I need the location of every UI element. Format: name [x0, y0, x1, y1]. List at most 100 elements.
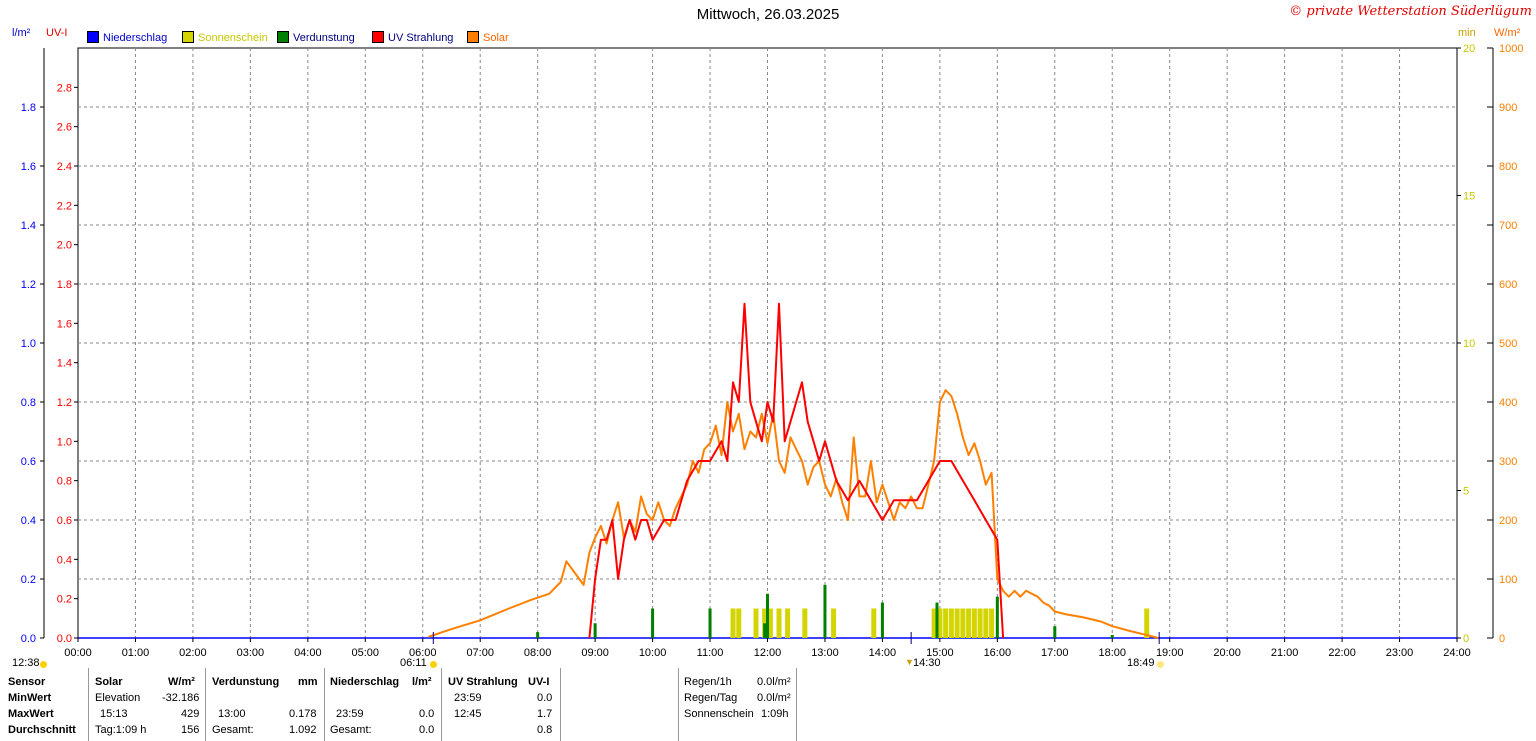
- sunshine-bar: [831, 608, 837, 638]
- x-tick-label: 21:00: [1271, 647, 1299, 659]
- x-tick-label: 08:00: [524, 647, 552, 659]
- sunshine-bar: [802, 608, 808, 638]
- rain-tick-label: 0.0: [21, 633, 36, 645]
- sunshine-tick-label: 20: [1463, 43, 1475, 55]
- x-tick-label: 09:00: [581, 647, 609, 659]
- table-divider: [205, 668, 206, 741]
- event-arrow-icon: ▼: [905, 657, 914, 667]
- uv-header: UV Strahlung: [448, 676, 518, 688]
- x-tick-label: 05:00: [352, 647, 380, 659]
- x-tick-label: 22:00: [1328, 647, 1356, 659]
- legend-swatch-icon: [277, 31, 289, 43]
- niederschlag-total-value: 0.0: [419, 724, 435, 736]
- uv-min-value: 0.0: [537, 692, 553, 704]
- uv-tick-label: 2.4: [57, 161, 72, 173]
- table-divider: [678, 668, 679, 741]
- evaporation-bar: [766, 593, 769, 638]
- verdunstung-header: Verdunstung: [212, 676, 280, 688]
- x-tick-label: 17:00: [1041, 647, 1069, 659]
- niederschlag-header: Niederschlag: [330, 676, 400, 688]
- x-tick-label: 24:00: [1443, 647, 1471, 659]
- sunshine-tick-label: 0: [1463, 633, 1469, 645]
- uv-avg-value: 0.8: [537, 724, 553, 736]
- verdunstung-total-label: Gesamt:: [212, 724, 254, 736]
- sunshine-value: 1:09h: [761, 708, 789, 720]
- evaporation-bar: [593, 623, 597, 638]
- solar-tick-label: 900: [1499, 102, 1517, 114]
- evaporation-bar: [536, 632, 540, 638]
- solar-tick-label: 200: [1499, 515, 1517, 527]
- sunshine-bar: [971, 608, 977, 638]
- uv-tick-label: 2.2: [57, 200, 72, 212]
- legend-uv-strahlung: UV Strahlung: [372, 31, 453, 44]
- x-tick-label: 00:00: [64, 647, 92, 659]
- uv-tick-label: 2.0: [57, 240, 72, 252]
- solar-min-value: -32.186: [162, 692, 200, 704]
- legend-verdunstung: Verdunstung: [277, 31, 355, 44]
- x-tick-label: 19:00: [1156, 647, 1184, 659]
- sunshine-bar: [937, 608, 943, 638]
- sunshine-axis-unit: min: [1458, 27, 1476, 39]
- uv-tick-label: 0.0: [57, 633, 72, 645]
- rain-tick-label: 1.8: [21, 102, 36, 114]
- evaporation-bar: [995, 596, 999, 638]
- weather-chart: 0 100 200 300 400 500 600 700 800 900 1000 0 5 10 15 20…: [21, 43, 1524, 659]
- uv-tick-label: 2.8: [57, 82, 72, 94]
- sunshine-bar: [954, 608, 960, 638]
- rain-tick-label: 1.0: [21, 338, 36, 350]
- time-markers: [432, 632, 1160, 644]
- uv-max-value: 1.7: [537, 708, 553, 720]
- x-tick-label: 16:00: [984, 647, 1012, 659]
- evaporation-bar: [823, 584, 827, 638]
- solar-axis-unit: W/m²: [1494, 27, 1521, 39]
- evaporation-bar: [763, 623, 767, 638]
- uv-tick-label: 0.2: [57, 594, 72, 606]
- uv-tick-label: 1.0: [57, 436, 72, 448]
- solar-tick-label: 500: [1499, 338, 1517, 350]
- table-divider: [796, 668, 797, 741]
- sunshine-bar: [730, 608, 736, 638]
- sunshine-label: Sonnenschein: [684, 708, 754, 720]
- sunshine-bar: [736, 608, 742, 638]
- legend-solar: Solar: [467, 31, 509, 44]
- sunshine-bar: [960, 608, 966, 638]
- y-axes: 0 100 200 300 400 500 600 700 800 900 1000 0 5 10 15 20…: [21, 43, 1524, 645]
- table-divider: [324, 668, 325, 741]
- x-tick-label: 06:00: [409, 647, 437, 659]
- uv-tick-label: 0.4: [57, 554, 72, 566]
- sunset-time-label: 18:49: [1127, 657, 1155, 669]
- x-tick-label: 11:00: [697, 647, 724, 659]
- solar-tick-label: 100: [1499, 574, 1517, 586]
- sensor-header: Sensor: [8, 676, 46, 688]
- evaporation-bar: [708, 608, 712, 638]
- max-label: MaxWert: [8, 708, 54, 720]
- rain-day-value: 0.0l/m²: [757, 692, 791, 704]
- uv-tick-label: 0.6: [57, 515, 72, 527]
- uv-series-line: [588, 302, 1005, 639]
- verdunstung-unit: mm: [298, 676, 318, 688]
- sunshine-tick-label: 10: [1463, 338, 1475, 350]
- event-time-label: 14:30: [913, 657, 941, 669]
- rain-axis-unit: l/m²: [12, 27, 31, 39]
- bar-series: [536, 584, 1150, 638]
- x-tick-label: 15:00: [926, 647, 954, 659]
- sunshine-bar: [983, 608, 989, 638]
- uv-axis-unit: UV-I: [46, 27, 68, 39]
- verdunstung-total-value: 1.092: [289, 724, 317, 736]
- sunshine-bar: [989, 608, 995, 638]
- x-tick-label: 01:00: [122, 647, 150, 659]
- rain-1h-value: 0.0l/m²: [757, 676, 791, 688]
- legend-swatch-icon: [87, 31, 99, 43]
- rain-tick-label: 0.2: [21, 574, 36, 586]
- rain-1h-label: Regen/1h: [684, 676, 732, 688]
- legend-swatch-icon: [467, 31, 479, 43]
- rain-tick-label: 0.8: [21, 397, 36, 409]
- solar-tick-label: 400: [1499, 397, 1517, 409]
- evaporation-bar: [1110, 635, 1114, 638]
- sunshine-bar: [943, 608, 949, 638]
- line-series: [428, 302, 1159, 639]
- x-tick-label: 07:00: [466, 647, 494, 659]
- solar-min-label: Elevation: [95, 692, 141, 704]
- table-divider: [88, 668, 89, 741]
- noon-time-label: 12:38: [12, 657, 40, 669]
